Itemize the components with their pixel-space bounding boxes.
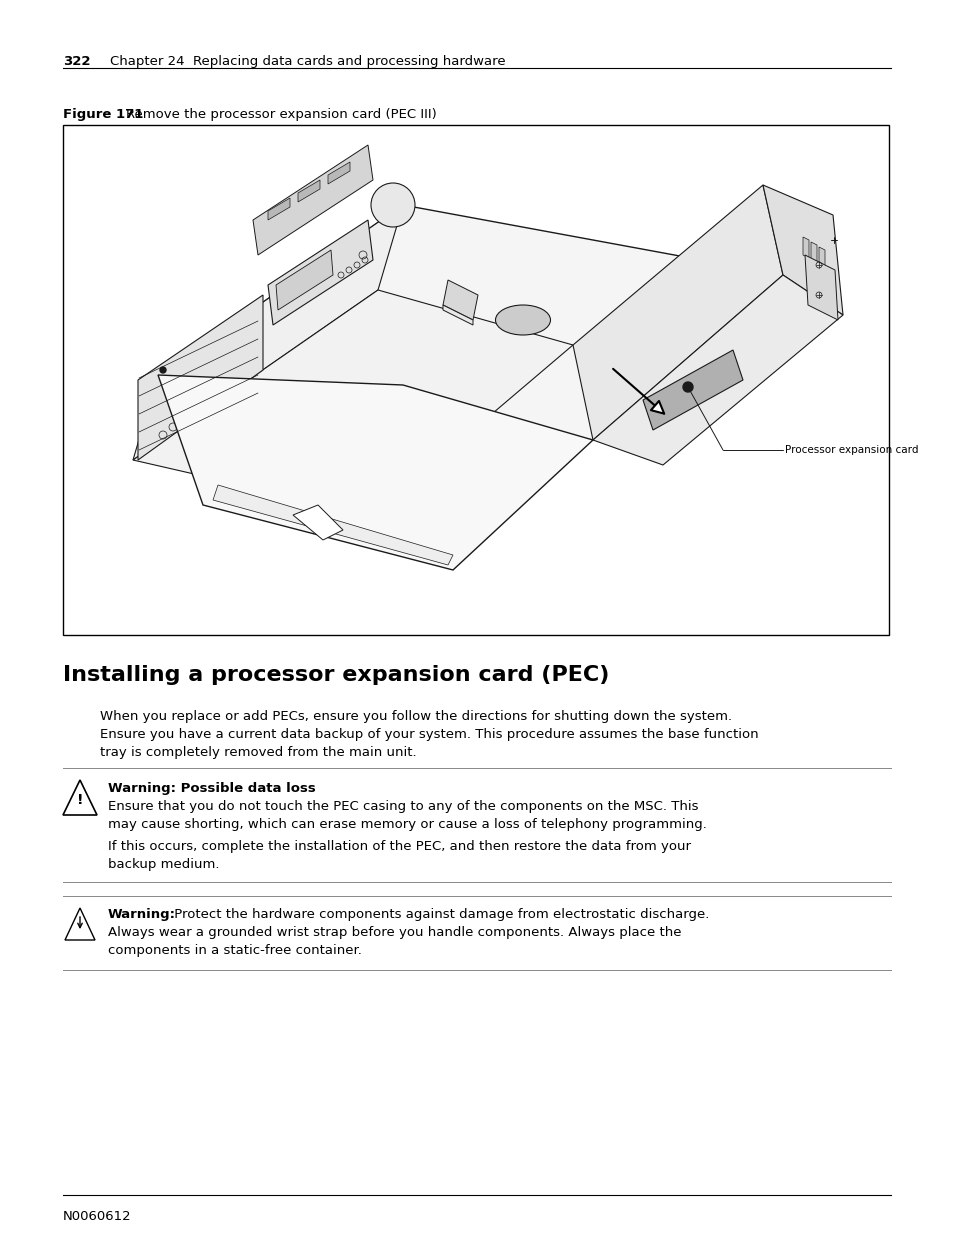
Polygon shape	[268, 198, 290, 220]
Text: 322: 322	[63, 56, 91, 68]
Bar	[63, 125, 888, 635]
Text: Figure 171: Figure 171	[63, 107, 143, 121]
Text: Remove the processor expansion card (PEC III): Remove the processor expansion card (PEC…	[126, 107, 436, 121]
Text: Installing a processor expansion card (PEC): Installing a processor expansion card (P…	[63, 664, 609, 685]
Polygon shape	[268, 220, 373, 325]
Text: Warning:: Warning:	[108, 908, 175, 921]
Text: Warning: Possible data loss: Warning: Possible data loss	[108, 782, 315, 795]
Text: When you replace or add PECs, ensure you follow the directions for shutting down: When you replace or add PECs, ensure you…	[100, 710, 731, 722]
Polygon shape	[810, 242, 816, 263]
Polygon shape	[328, 162, 350, 184]
Polygon shape	[132, 205, 402, 459]
Text: Always wear a grounded wrist strap before you handle components. Always place th: Always wear a grounded wrist strap befor…	[108, 926, 680, 939]
Polygon shape	[804, 254, 837, 320]
Polygon shape	[442, 280, 477, 320]
Circle shape	[371, 183, 415, 227]
Polygon shape	[213, 485, 453, 564]
Circle shape	[160, 367, 166, 373]
Polygon shape	[275, 249, 333, 310]
Text: tray is completely removed from the main unit.: tray is completely removed from the main…	[100, 746, 416, 760]
Text: components in a static-free container.: components in a static-free container.	[108, 944, 361, 957]
Text: Ensure you have a current data backup of your system. This procedure assumes the: Ensure you have a current data backup of…	[100, 727, 758, 741]
Polygon shape	[293, 505, 343, 540]
Polygon shape	[158, 205, 782, 440]
Polygon shape	[132, 290, 573, 515]
Text: N0060612: N0060612	[63, 1210, 132, 1223]
Polygon shape	[762, 185, 842, 315]
Text: If this occurs, complete the installation of the PEC, and then restore the data : If this occurs, complete the installatio…	[108, 840, 690, 853]
Text: may cause shorting, which can erase memory or cause a loss of telephony programm: may cause shorting, which can erase memo…	[108, 818, 706, 831]
Polygon shape	[253, 144, 373, 254]
Polygon shape	[442, 305, 473, 325]
Polygon shape	[818, 247, 824, 268]
Polygon shape	[65, 908, 95, 940]
Circle shape	[682, 382, 692, 391]
Polygon shape	[297, 180, 319, 203]
Text: Ensure that you do not touch the PEC casing to any of the components on the MSC.: Ensure that you do not touch the PEC cas…	[108, 800, 698, 813]
Text: Processor expansion card: Processor expansion card	[784, 445, 918, 454]
Polygon shape	[593, 275, 842, 466]
Text: !: !	[76, 793, 83, 806]
Polygon shape	[642, 350, 742, 430]
Polygon shape	[158, 375, 593, 571]
Polygon shape	[63, 781, 97, 815]
Text: Protect the hardware components against damage from electrostatic discharge.: Protect the hardware components against …	[170, 908, 709, 921]
Ellipse shape	[495, 305, 550, 335]
Polygon shape	[802, 237, 808, 258]
Polygon shape	[138, 295, 263, 459]
Text: Chapter 24  Replacing data cards and processing hardware: Chapter 24 Replacing data cards and proc…	[110, 56, 505, 68]
Text: backup medium.: backup medium.	[108, 858, 219, 871]
Polygon shape	[573, 185, 782, 440]
